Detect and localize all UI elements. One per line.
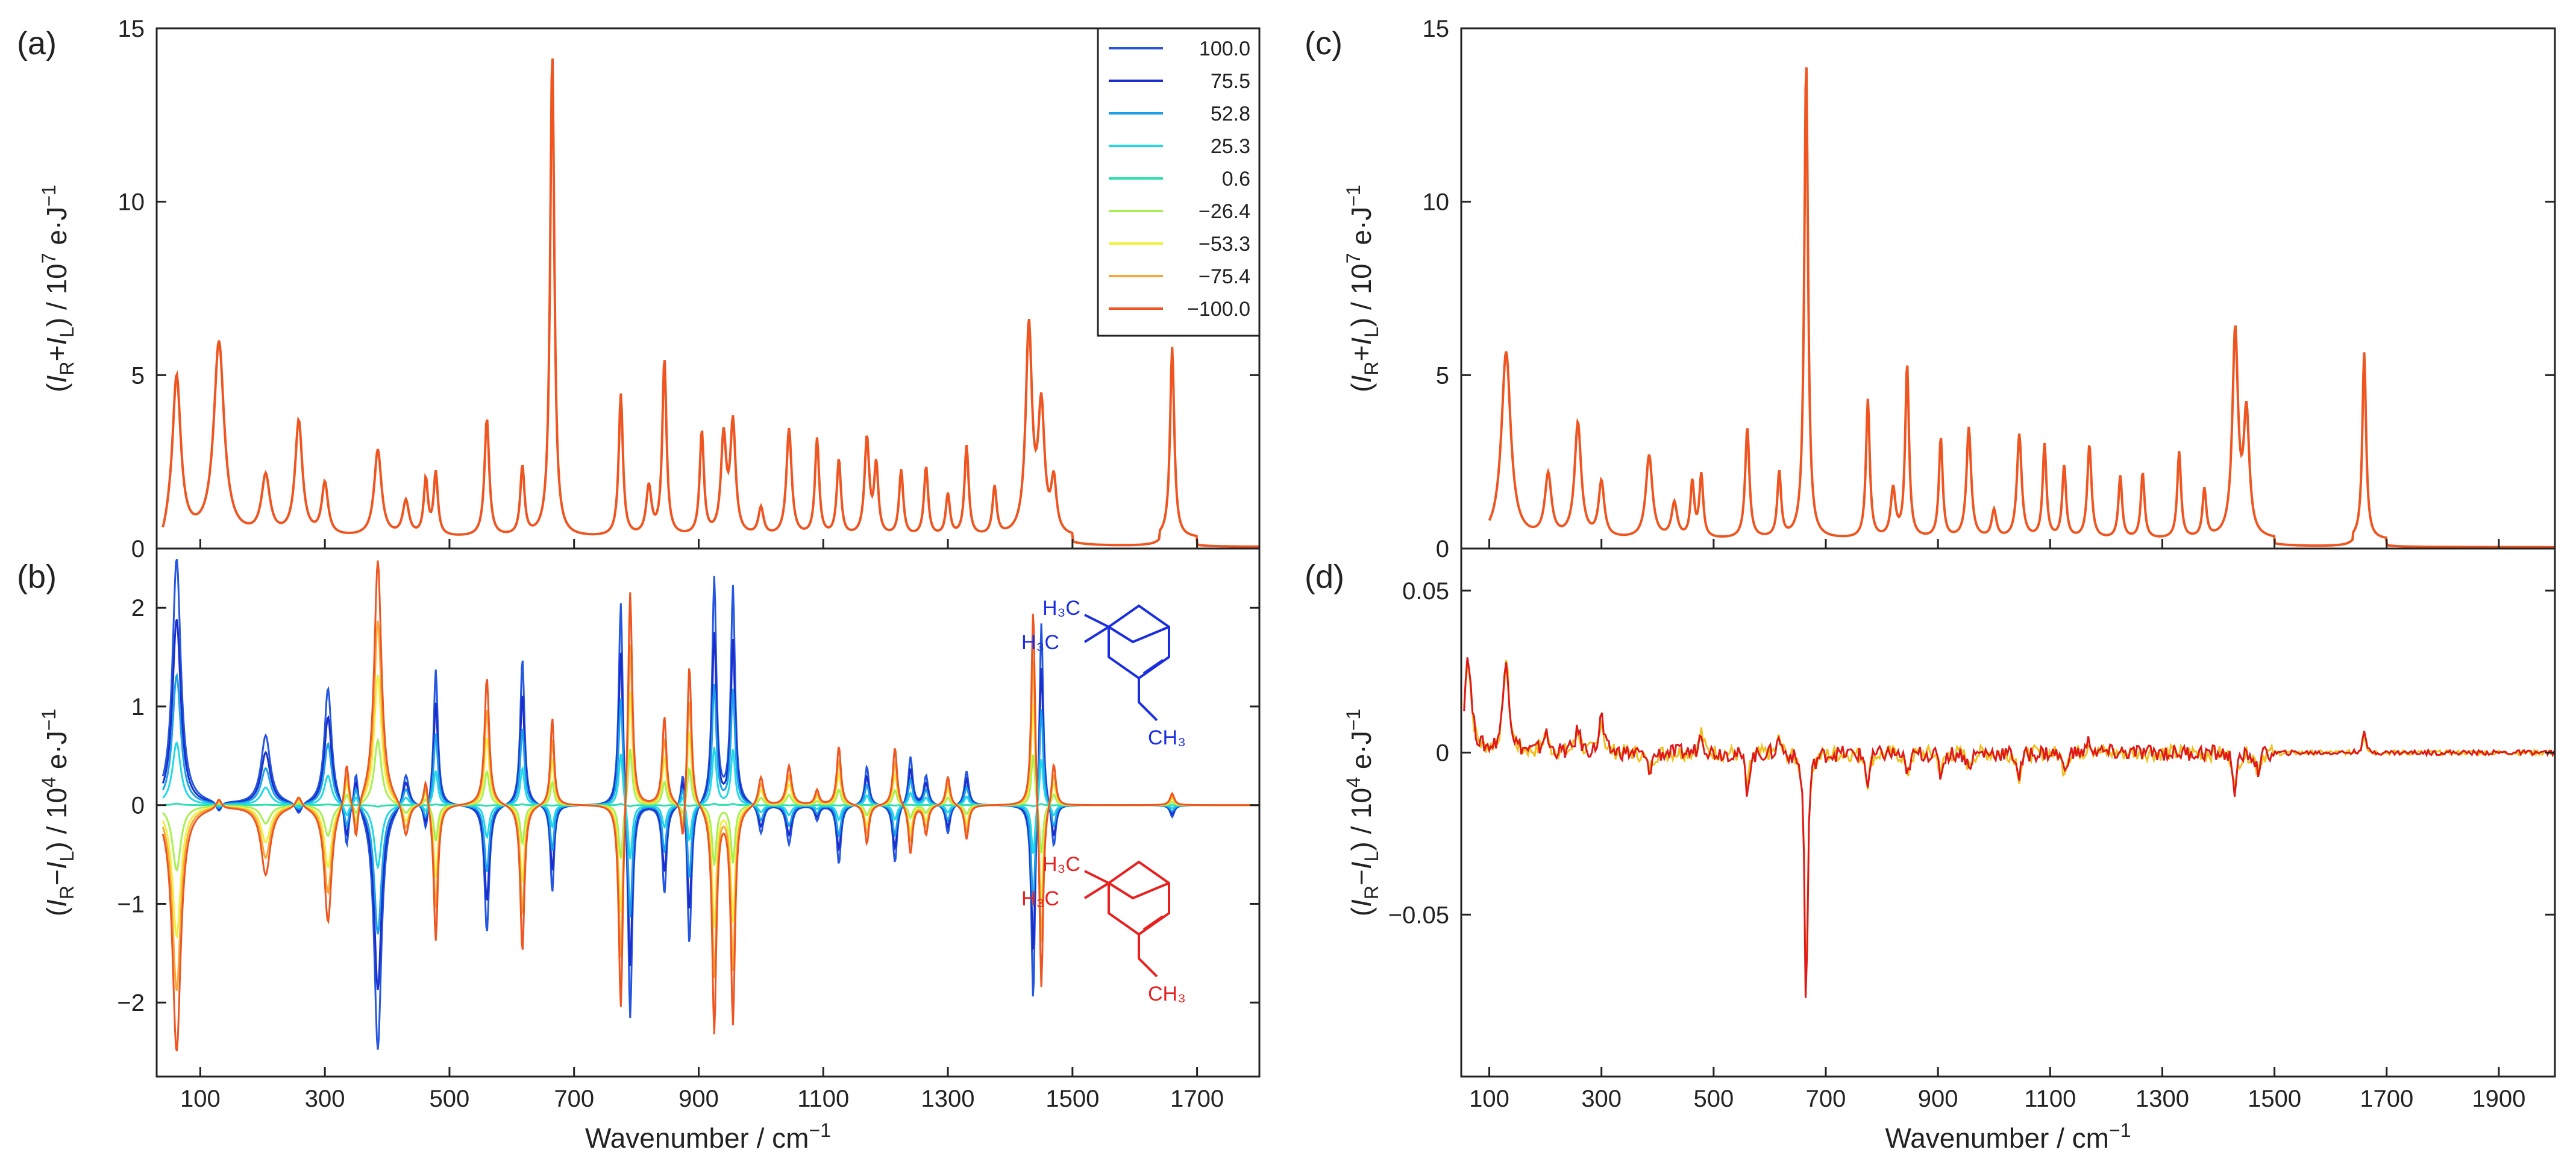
legend-label: 75.5 bbox=[1211, 70, 1250, 93]
molecule-top-label-3: CH₃ bbox=[1148, 726, 1186, 749]
panel-b-xtick-label: 900 bbox=[678, 1086, 719, 1112]
panel-d-xtick-label: 700 bbox=[1806, 1086, 1846, 1112]
panel-b: −2 −1 0 1 2 100 300 500 700 900 1100 1300 1500 1700 (I… bbox=[38, 547, 1261, 1154]
panel-a: 0 5 10 15 (IR+IL) / 107 e·J−1 bbox=[38, 16, 1261, 562]
legend-label: −26.4 bbox=[1199, 200, 1250, 223]
panel-b-xtick-label: 300 bbox=[305, 1086, 345, 1112]
panel-d-frame bbox=[1460, 547, 2556, 1078]
series-line-b-8 bbox=[161, 560, 1259, 1052]
panel-b-ylabel: (IR−IL) / 104 e·J−1 bbox=[38, 709, 78, 916]
panel-c: 0 5 10 15 (IR+IL) / 107 e·J−1 bbox=[1343, 16, 2556, 562]
panel-d-ytick-label: 0.05 bbox=[1402, 578, 1449, 605]
panel-b-ytick-label: 0 bbox=[131, 793, 145, 819]
panel-label-b: (b) bbox=[17, 559, 57, 595]
panel-d-xtick-label: 1900 bbox=[2472, 1086, 2525, 1112]
panel-c-frame bbox=[1460, 27, 2556, 550]
panel-label-a: (a) bbox=[17, 25, 57, 61]
panel-d-ylabel: (IR−IL) / 104 e·J−1 bbox=[1343, 709, 1382, 916]
panel-b-xtick-label: 1100 bbox=[797, 1086, 849, 1112]
molecule-bottom-structure bbox=[1083, 860, 1170, 978]
panel-b-xtick-label: 1500 bbox=[1045, 1086, 1099, 1112]
molecule-top-structure bbox=[1083, 604, 1170, 722]
panel-d-xtick-label: 1300 bbox=[2136, 1086, 2189, 1112]
panel-d-xlabel: Wavenumber / cm−1 bbox=[1885, 1119, 2131, 1154]
panel-a-ytick-label: 10 bbox=[118, 189, 145, 216]
panel-d-xtick-label: 300 bbox=[1581, 1086, 1622, 1112]
panel-d-xtick-label: 500 bbox=[1693, 1086, 1734, 1112]
panel-d-xtick-label: 1100 bbox=[2024, 1086, 2076, 1112]
panel-d-xtick-label: 900 bbox=[1918, 1086, 1958, 1112]
series-line-d-1 bbox=[1463, 657, 2556, 998]
panel-c-ytick-label: 10 bbox=[1423, 189, 1450, 216]
panel-a-ytick-label: 0 bbox=[131, 536, 145, 562]
legend-label: −53.3 bbox=[1199, 233, 1250, 256]
panel-a-ytick-label: 15 bbox=[118, 16, 145, 42]
molecule-bottom: H₃C H₃C CH₃ bbox=[1021, 853, 1186, 1005]
legend-label: 25.3 bbox=[1211, 135, 1250, 158]
panel-b-ytick-label: −1 bbox=[117, 891, 145, 917]
molecule-bottom-label-1: H₃C bbox=[1042, 853, 1080, 876]
panel-c-ylabel: (IR+IL) / 107 e·J−1 bbox=[1343, 184, 1382, 392]
panel-b-xtick-label: 1300 bbox=[921, 1086, 975, 1112]
panel-b-frame bbox=[155, 547, 1261, 1078]
molecule-top-label-2: H₃C bbox=[1021, 631, 1059, 654]
panel-b-ytick-label: 2 bbox=[131, 595, 145, 621]
panel-d-ytick-label: 0 bbox=[1436, 740, 1449, 767]
panel-d-xtick-label: 100 bbox=[1469, 1086, 1509, 1112]
molecule-top: H₃C H₃C CH₃ bbox=[1021, 597, 1186, 749]
panel-b-xtick-label: 700 bbox=[554, 1086, 594, 1112]
panel-b-xlabel: Wavenumber / cm−1 bbox=[585, 1119, 831, 1154]
panel-c-ytick-label: 5 bbox=[1436, 362, 1449, 389]
panel-b-ytick-label: 1 bbox=[131, 694, 145, 720]
legend-label: 0.6 bbox=[1222, 168, 1250, 190]
panel-d-xtick-label: 1700 bbox=[2360, 1086, 2413, 1112]
legend: 100.0 75.5 52.8 25.3 0.6 −26.4 −53.3 −75.4 −100.… bbox=[1097, 27, 1261, 337]
panel-d-ytick-label: −0.05 bbox=[1388, 902, 1449, 928]
series-line-d-0 bbox=[1463, 659, 2556, 996]
panel-b-xtick-label: 1700 bbox=[1170, 1086, 1224, 1112]
panel-a-frame bbox=[155, 27, 1261, 550]
panel-c-ytick-label: 15 bbox=[1423, 16, 1450, 42]
molecule-bottom-label-3: CH₃ bbox=[1148, 983, 1186, 1005]
panel-d: −0.05 0 0.05 100 300 500 700 900 1100 1300 1500 170… bbox=[1343, 547, 2556, 1154]
panel-a-ylabel: (IR+IL) / 107 e·J−1 bbox=[38, 184, 78, 392]
panel-label-c: (c) bbox=[1305, 25, 1343, 61]
panel-d-xtick-label: 1500 bbox=[2248, 1086, 2301, 1112]
legend-label: −75.4 bbox=[1199, 265, 1250, 288]
panel-b-ytick-label: −2 bbox=[117, 990, 145, 1016]
legend-label: 52.8 bbox=[1211, 102, 1250, 125]
panel-a-ytick-label: 5 bbox=[131, 362, 145, 389]
legend-label: −100.0 bbox=[1187, 298, 1250, 321]
panel-label-d: (d) bbox=[1305, 559, 1344, 595]
panel-b-xtick-label: 100 bbox=[180, 1086, 221, 1112]
molecule-top-label-1: H₃C bbox=[1042, 597, 1080, 620]
panel-b-xtick-label: 500 bbox=[430, 1086, 470, 1112]
series-line-a bbox=[161, 58, 1259, 548]
panel-c-ytick-label: 0 bbox=[1436, 536, 1449, 562]
legend-label: 100.0 bbox=[1199, 37, 1250, 60]
series-line-c bbox=[1488, 67, 2555, 549]
molecule-bottom-label-2: H₃C bbox=[1021, 887, 1059, 910]
